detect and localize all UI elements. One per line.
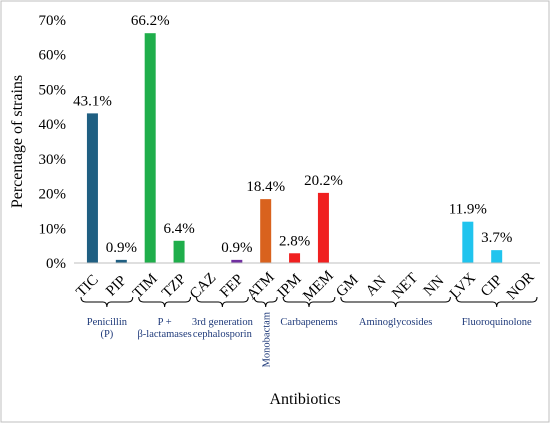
y-tick-label: 50% [39, 82, 67, 98]
bar-tic [86, 113, 98, 263]
bar-lvx [462, 221, 474, 263]
data-label-tzp: 6.4% [163, 221, 194, 237]
group-label: Monobactam [262, 312, 273, 367]
data-label-lvx: 11.9% [449, 202, 487, 218]
bar-tzp [173, 240, 185, 263]
y-tick-label: 30% [39, 152, 67, 168]
group-brace [455, 296, 538, 308]
group-brace [196, 296, 249, 308]
bar-tim [144, 33, 156, 263]
bar-ipm [289, 253, 301, 263]
group-brace [340, 296, 451, 308]
data-label-tic: 43.1% [73, 93, 112, 109]
bar-pip [115, 259, 127, 263]
group-label: Fluoroquinolone [462, 317, 532, 328]
data-label-ipm: 2.8% [279, 233, 310, 249]
group-label: P + β-lactamases [137, 317, 191, 340]
x-axis-title: Antibiotics [269, 391, 340, 408]
group-label: 3rd generation cephalosporin [192, 317, 254, 340]
data-label-mem: 20.2% [304, 173, 343, 189]
bar-atm [260, 199, 272, 263]
y-tick-label: 40% [39, 117, 67, 133]
y-axis-title: Percentage of strains [9, 75, 26, 208]
data-label-pip: 0.9% [106, 240, 137, 256]
bar-fep [231, 259, 243, 263]
data-label-atm: 18.4% [246, 179, 285, 195]
data-label-cip: 3.7% [481, 230, 512, 246]
group-label: Carbapenems [280, 317, 337, 328]
y-tick-label: 20% [39, 187, 67, 203]
y-tick-label: 10% [39, 221, 67, 237]
bar-mem [317, 192, 329, 263]
bar-cip [491, 250, 503, 263]
group-brace [282, 296, 336, 308]
group-brace [138, 296, 191, 308]
group-brace [80, 296, 134, 308]
data-label-fep: 0.9% [221, 240, 252, 256]
group-label: Penicillin (P) [87, 317, 128, 340]
y-tick-label: 60% [39, 48, 67, 64]
y-tick-label: 0% [46, 256, 66, 272]
y-tick-label: 70% [39, 13, 67, 29]
group-brace [253, 296, 278, 308]
data-label-tim: 66.2% [131, 13, 170, 29]
group-label: Aminoglycosides [359, 317, 433, 328]
